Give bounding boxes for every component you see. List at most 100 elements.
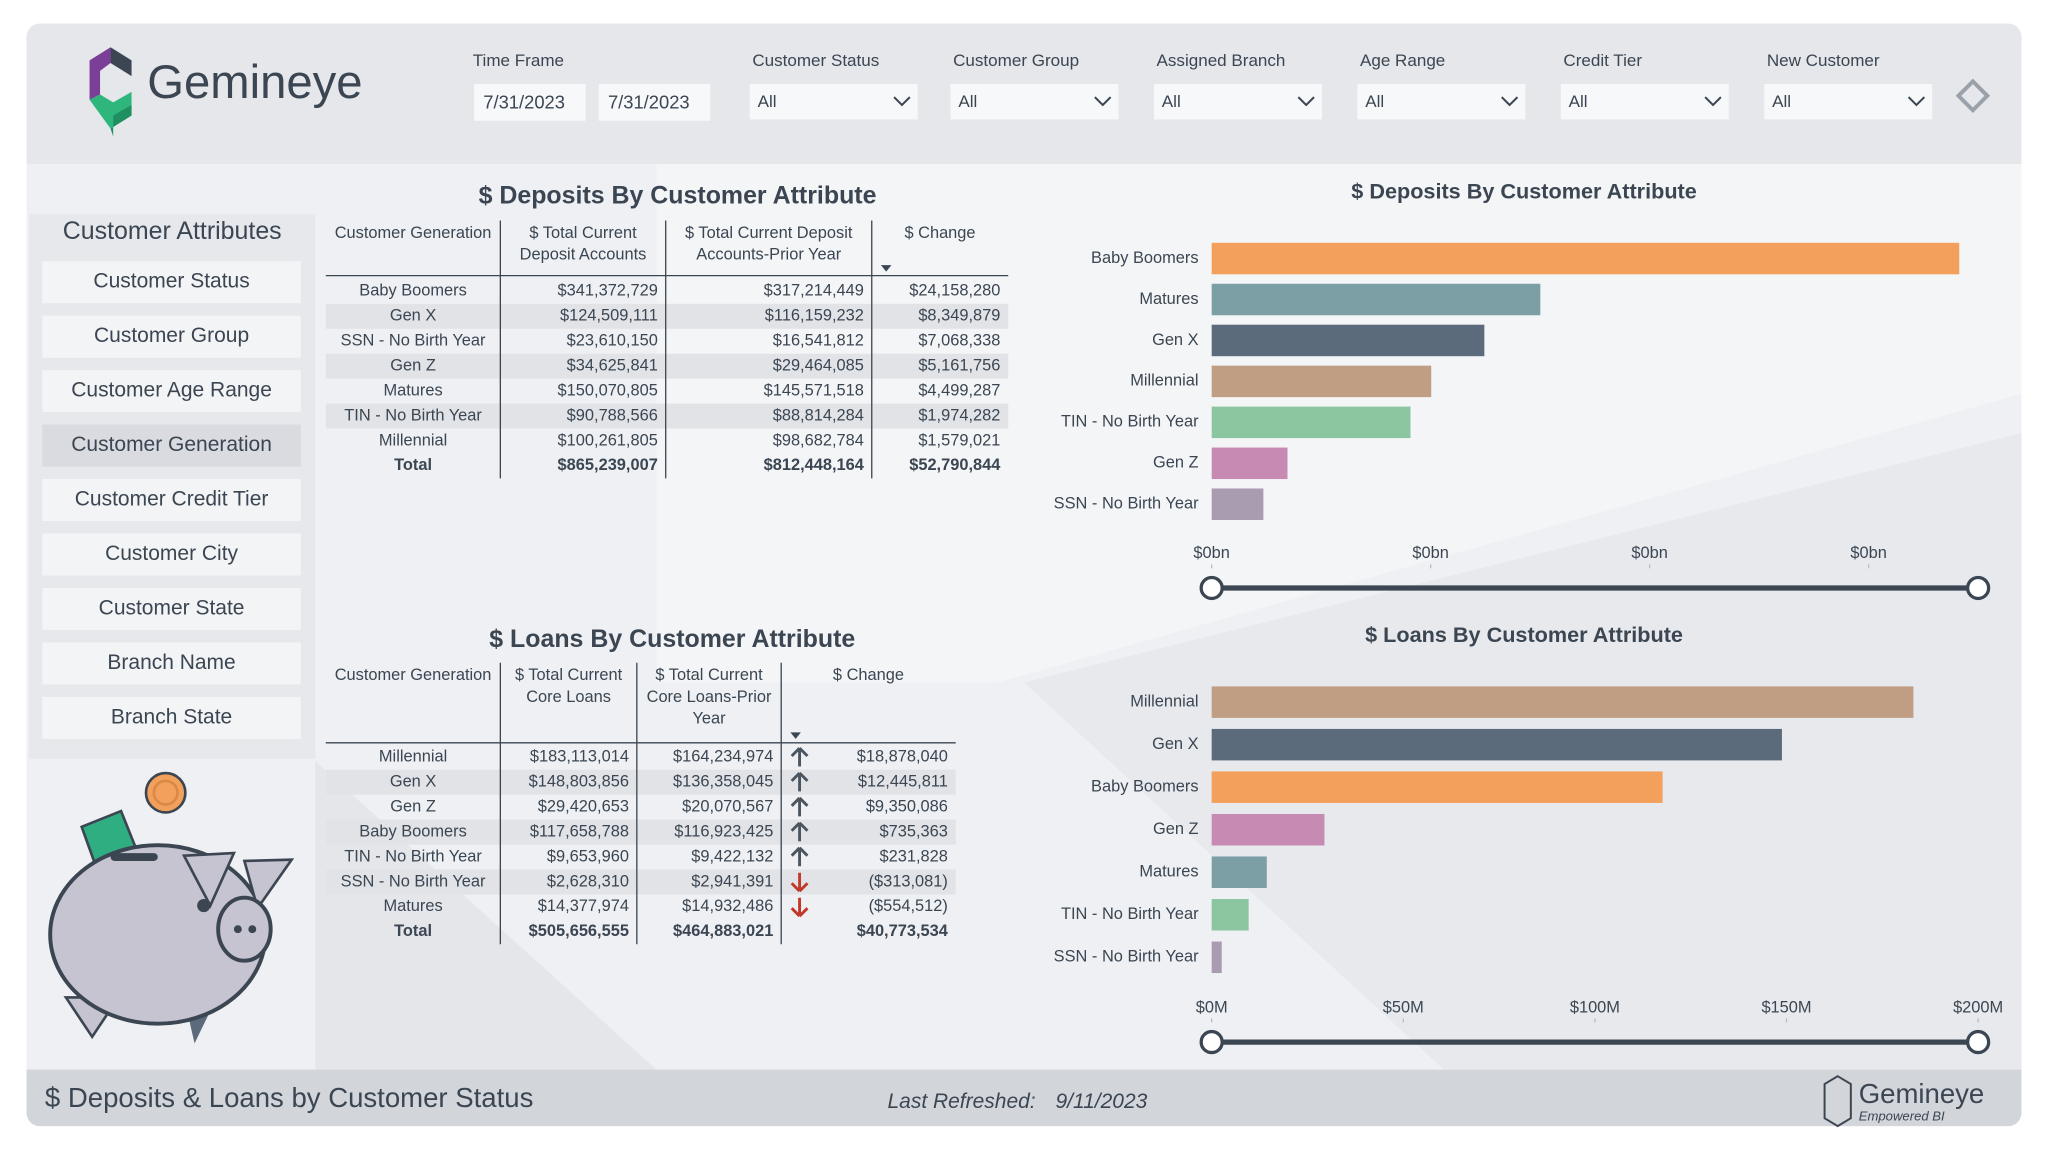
table-cell: $20,070,567 [682, 797, 773, 815]
footer-tagline: Empowered BI [1859, 1108, 1945, 1123]
dropdown[interactable] [950, 83, 1119, 120]
bar [1211, 242, 1960, 275]
date-input[interactable] [598, 83, 711, 121]
table-title: $ Deposits By Customer Attribute [479, 181, 877, 209]
x-tick-label: $0bn [1193, 544, 1229, 562]
table-cell: $117,658,788 [530, 822, 629, 840]
attribute-button[interactable] [42, 370, 301, 413]
table-cell: $2,941,391 [691, 872, 773, 890]
bar [1211, 813, 1325, 846]
table-cell: Gen Z [390, 797, 436, 815]
attribute-label: Customer Credit Tier [75, 488, 269, 511]
sidebar-title: Customer Attributes [63, 217, 282, 245]
table-title: $ Loans By Customer Attribute [489, 625, 855, 653]
table-cell: $124,509,111 [560, 307, 658, 325]
dropdown[interactable] [749, 83, 918, 120]
table-cell: $18,878,040 [857, 748, 948, 766]
table-cell: $150,070,805 [558, 381, 658, 399]
dropdown[interactable] [1764, 83, 1933, 120]
table-cell: $812,448,164 [764, 456, 865, 474]
x-tick-label: $200M [1953, 998, 2003, 1016]
bar [1211, 324, 1485, 357]
filter-label: Customer Status [752, 51, 879, 70]
table-cell: $8,349,879 [918, 307, 1000, 325]
table-cell: $5,161,756 [918, 356, 1000, 374]
attribute-button[interactable] [42, 315, 301, 358]
dropdown-value: All [1365, 92, 1384, 111]
trend-arrow [790, 771, 809, 792]
column-header: $ Total Current Deposit [685, 224, 853, 242]
table-cell: TIN - No Birth Year [344, 406, 482, 424]
x-tick-label: $0M [1196, 998, 1228, 1016]
trend-arrow [790, 872, 809, 893]
column-header: Core Loans-Prior [647, 688, 772, 706]
table-cell: Matures [383, 381, 442, 399]
table-cell: $231,828 [880, 847, 948, 865]
attribute-button[interactable] [42, 479, 301, 522]
attribute-button[interactable] [42, 642, 301, 685]
table-cell: $40,773,534 [857, 922, 949, 940]
attribute-button[interactable] [42, 587, 301, 630]
table-cell: $16,541,812 [773, 332, 864, 350]
date-value: 7/31/2023 [608, 92, 690, 113]
table-cell: $9,422,132 [691, 847, 773, 865]
table-cell: SSN - No Birth Year [341, 872, 486, 890]
dropdown-value: All [1162, 92, 1181, 111]
row-stripe [325, 403, 1009, 429]
chevron [1704, 96, 1722, 107]
category-label: Matures [1139, 863, 1198, 881]
category-label: Gen Z [1153, 454, 1199, 472]
footer-logo-icon [1823, 1075, 1852, 1128]
table-cell: $88,814,284 [773, 406, 864, 424]
chevron [1501, 96, 1519, 107]
category-label: Matures [1139, 290, 1198, 308]
bar [1211, 771, 1663, 803]
x-tick-label: $50M [1383, 998, 1424, 1016]
dropdown-value: All [1569, 92, 1588, 111]
table-cell: $735,363 [880, 822, 948, 840]
table-cell: $34,625,841 [567, 356, 658, 374]
dropdown[interactable] [1357, 83, 1526, 120]
eraser-icon[interactable] [1955, 78, 1991, 114]
table-cell: $23,610,150 [567, 332, 658, 350]
attribute-button[interactable] [42, 424, 301, 467]
bar [1211, 447, 1288, 480]
chart-title: $ Deposits By Customer Attribute [1351, 179, 1697, 204]
attribute-button[interactable] [42, 696, 301, 739]
attribute-label: Customer Status [93, 270, 249, 293]
logo-text: Gemineye [147, 56, 362, 109]
filter-label: Assigned Branch [1157, 51, 1286, 70]
table-cell: Gen X [390, 773, 437, 791]
footer-title: $ Deposits & Loans by Customer Status [45, 1082, 533, 1113]
attribute-label: Branch Name [107, 651, 235, 674]
chevron [1094, 96, 1112, 107]
dropdown[interactable] [1153, 83, 1322, 120]
trend-arrow [790, 846, 809, 867]
table-cell: $90,788,566 [567, 406, 658, 424]
table-cell: $4,499,287 [918, 381, 1000, 399]
attribute-button[interactable] [42, 533, 301, 576]
filter-label: Customer Group [953, 51, 1079, 70]
table-cell: ($554,512) [869, 897, 948, 915]
slider-handle[interactable] [1965, 575, 1991, 601]
table-cell: TIN - No Birth Year [344, 847, 482, 865]
trend-arrow [790, 796, 809, 817]
bar [1211, 941, 1222, 974]
slider-handle[interactable] [1199, 575, 1224, 601]
chevron [1907, 96, 1926, 107]
date-input[interactable] [474, 83, 586, 121]
slider-handle[interactable] [1199, 1029, 1224, 1055]
bar [1211, 728, 1782, 761]
x-tick-label: $100M [1570, 998, 1620, 1016]
table-cell: $29,464,085 [773, 356, 864, 374]
attribute-label: Branch State [111, 705, 232, 728]
category-label: SSN - No Birth Year [1054, 948, 1199, 966]
column-header: Customer Generation [335, 666, 492, 684]
slider-handle[interactable] [1965, 1029, 1991, 1055]
trend-arrow [790, 821, 809, 842]
column-header: Core Loans [526, 688, 611, 706]
attribute-button[interactable] [42, 261, 301, 304]
bar [1211, 686, 1914, 718]
column-header: Accounts-Prior Year [696, 246, 841, 264]
dropdown[interactable] [1560, 83, 1729, 120]
